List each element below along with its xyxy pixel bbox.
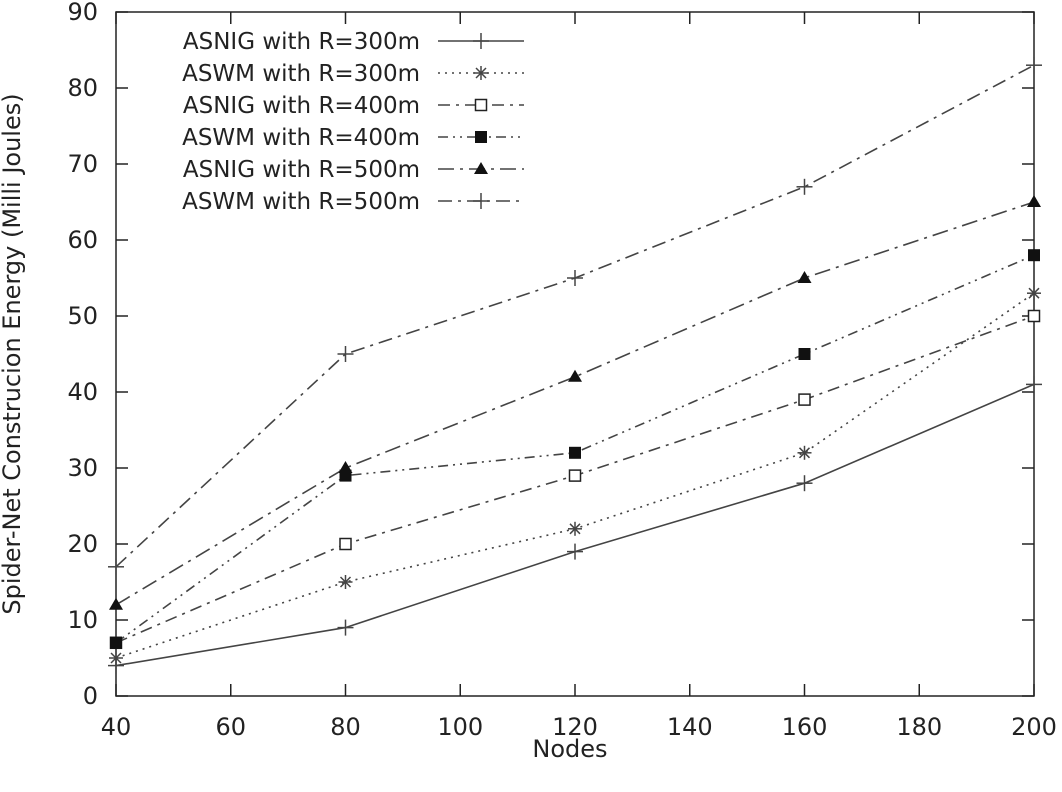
data-point-marker — [339, 537, 352, 551]
data-point-marker — [568, 469, 582, 482]
data-point-marker — [1027, 309, 1041, 323]
series-6 — [108, 57, 1042, 575]
series-layer — [108, 57, 1042, 674]
series-5 — [109, 195, 1041, 610]
data-point-marker — [109, 651, 123, 665]
data-point-marker — [1028, 249, 1040, 262]
legend-label: ASNIG with R=400m — [183, 93, 420, 119]
data-point-marker — [1026, 376, 1042, 393]
data-point-marker — [797, 271, 812, 283]
x-tick-label: 200 — [1011, 713, 1057, 741]
x-tick-label: 180 — [896, 713, 942, 741]
series-4 — [110, 249, 1040, 649]
data-point-marker — [568, 369, 582, 382]
data-point-marker — [109, 597, 123, 610]
data-point-marker — [474, 98, 488, 112]
y-tick-label: 40 — [67, 378, 98, 406]
tick-labels: 40 60 80 100 120 140 160 180 200 0 10 20 30 40 50 60 70 8… — [67, 0, 1056, 741]
legend-label: ASNIG with R=500m — [183, 157, 420, 183]
x-axis-title: Nodes — [532, 735, 607, 763]
x-tick-label: 60 — [215, 713, 246, 741]
data-point-marker — [473, 193, 489, 209]
data-point-marker — [568, 521, 582, 536]
data-point-marker — [797, 445, 812, 460]
data-point-marker — [569, 446, 581, 459]
y-tick-label: 0 — [83, 682, 98, 710]
data-point-marker — [796, 475, 813, 492]
y-tick-label: 50 — [67, 302, 98, 330]
series-1 — [108, 376, 1042, 674]
data-point-marker — [337, 619, 354, 636]
legend-label: ASNIG with R=300m — [183, 29, 420, 55]
data-point-marker — [567, 543, 583, 560]
data-point-marker — [110, 636, 122, 649]
x-tick-label: 40 — [101, 713, 132, 741]
data-point-marker — [473, 33, 489, 49]
data-point-marker — [474, 66, 488, 80]
y-tick-label: 20 — [67, 530, 98, 558]
y-tick-label: 80 — [67, 74, 98, 102]
data-point-marker — [796, 178, 813, 195]
data-point-marker — [337, 346, 354, 362]
legend-entry: ASWM with R=400m — [182, 125, 524, 151]
y-tick-label: 60 — [67, 226, 98, 254]
x-tick-label: 160 — [782, 713, 828, 741]
data-point-marker — [798, 393, 811, 406]
data-point-marker — [1026, 57, 1042, 74]
legend-entry: ASWM with R=500m — [182, 189, 524, 215]
data-point-marker — [338, 461, 353, 473]
data-point-marker — [474, 162, 488, 174]
x-tick-label: 140 — [667, 713, 713, 741]
y-axis-title: Spider-Net Construcion Energy (Milli Jou… — [0, 93, 26, 614]
x-tick-label: 100 — [437, 713, 483, 741]
data-point-marker — [338, 575, 353, 589]
x-tick-label: 80 — [330, 713, 361, 741]
legend: ASNIG with R=300m ASWM with R=300m ASNIG w… — [182, 29, 524, 215]
legend-entry: ASNIG with R=300m — [183, 29, 524, 55]
x-tick-label: 120 — [552, 713, 598, 741]
data-point-marker — [475, 131, 487, 143]
legend-label: ASWM with R=300m — [182, 61, 420, 87]
data-point-marker — [798, 348, 811, 360]
y-tick-label: 30 — [67, 454, 98, 482]
series-line — [115, 254, 1035, 644]
series-2 — [109, 286, 1041, 665]
legend-entry: ASNIG with R=500m — [183, 157, 524, 183]
data-point-marker — [108, 558, 124, 575]
y-tick-label: 90 — [67, 0, 98, 26]
data-point-marker — [1027, 195, 1041, 207]
legend-label: ASWM with R=500m — [182, 189, 420, 215]
series-3 — [109, 309, 1041, 650]
data-point-marker — [567, 270, 583, 286]
legend-entry: ASWM with R=300m — [182, 61, 524, 87]
legend-entry: ASNIG with R=400m — [183, 93, 524, 119]
y-tick-label: 10 — [67, 606, 98, 634]
tick-marks — [115, 11, 1035, 697]
legend-label: ASWM with R=400m — [182, 125, 420, 151]
series-line — [115, 201, 1035, 606]
y-tick-label: 70 — [67, 150, 98, 178]
data-point-marker — [1027, 286, 1041, 301]
